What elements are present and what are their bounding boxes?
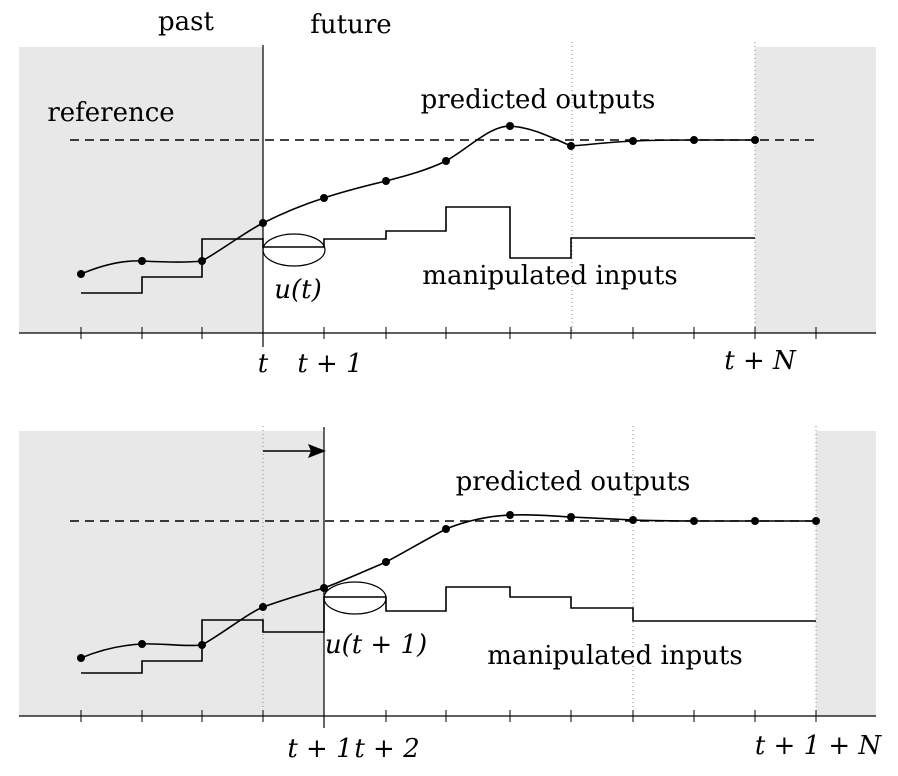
bottom-outputs-label: predicted outputs — [456, 467, 691, 497]
bottom-point — [751, 517, 759, 525]
bottom-point — [259, 603, 267, 611]
bottom-input-staircase — [81, 586, 816, 674]
bottom-point — [77, 654, 85, 662]
bottom-output-points — [77, 511, 820, 662]
top-point — [567, 142, 575, 150]
bottom-point — [382, 558, 390, 566]
top-point — [77, 270, 85, 278]
top-past-shade — [19, 47, 263, 333]
top-output-points — [77, 122, 759, 278]
bottom-point — [442, 525, 450, 533]
top-point — [629, 137, 637, 145]
top-tick-t1: t + 1 — [297, 349, 362, 379]
bottom-past-shade — [19, 431, 324, 716]
top-axis-ticks — [80, 327, 817, 339]
top-point — [506, 122, 514, 130]
top-beyond-shade — [755, 47, 876, 333]
past-label: past — [158, 7, 214, 37]
top-inputs-label: manipulated inputs — [422, 261, 677, 291]
top-point — [751, 136, 759, 144]
top-point — [442, 157, 450, 165]
top-outputs-label: predicted outputs — [421, 85, 656, 115]
top-input-staircase — [81, 206, 755, 294]
top-point — [259, 219, 267, 227]
bottom-point — [690, 517, 698, 525]
bottom-inputs-label: manipulated inputs — [487, 641, 742, 671]
bottom-axis-ticks — [80, 710, 817, 722]
bottom-u-ellipse — [323, 581, 387, 615]
bottom-point — [506, 511, 514, 519]
bottom-tick-t1N: t + 1 + N — [755, 731, 883, 761]
top-panel: past future reference predicted outputs … — [19, 7, 876, 379]
bottom-point — [567, 513, 575, 521]
bottom-tick-t1: t + 1 — [287, 734, 352, 764]
bottom-point — [138, 640, 146, 648]
top-point — [138, 257, 146, 265]
bottom-point — [198, 641, 206, 649]
bottom-point — [320, 584, 328, 592]
bottom-u-label: u(t + 1) — [325, 630, 427, 660]
top-point — [382, 177, 390, 185]
top-tick-tN: t + N — [724, 346, 797, 376]
top-u-label: u(t) — [274, 275, 321, 305]
bottom-panel: predicted outputs manipulated inputs u(t… — [19, 426, 882, 764]
top-point — [690, 136, 698, 144]
bottom-point — [629, 516, 637, 524]
bottom-beyond-shade — [816, 431, 876, 716]
bottom-tick-t2: t + 2 — [354, 734, 419, 764]
top-tick-t: t — [258, 349, 269, 379]
top-u-ellipse — [262, 233, 326, 267]
bottom-point — [812, 517, 820, 525]
top-point — [320, 194, 328, 202]
reference-label: reference — [47, 98, 174, 128]
top-point — [198, 257, 206, 265]
future-label: future — [310, 10, 391, 40]
shift-arrowhead — [308, 444, 326, 458]
